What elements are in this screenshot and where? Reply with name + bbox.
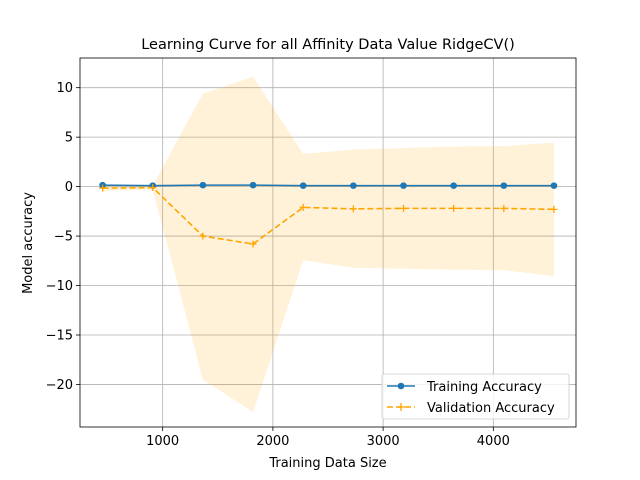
training-point	[249, 181, 257, 189]
training-point	[400, 182, 407, 189]
y-axis: 10 5 0 −5 −10 −15 −20	[46, 81, 80, 393]
validation-accuracy-line	[102, 186, 554, 245]
validation-point	[550, 205, 558, 213]
legend-training-marker	[397, 382, 405, 390]
validation-point	[500, 204, 508, 212]
chart-title: Learning Curve for all Affinity Data Val…	[141, 37, 515, 53]
training-point	[350, 182, 357, 189]
plot-area-frame	[79, 57, 577, 428]
grid	[80, 58, 576, 427]
legend-validation-label: Validation Accuracy	[427, 401, 555, 416]
x-tick-label: 3000	[367, 434, 400, 449]
training-point	[450, 182, 457, 189]
y-axis-label: Model accuracy	[21, 192, 36, 294]
x-tick-label: 1000	[146, 434, 179, 449]
y-tick-label: −5	[54, 230, 73, 245]
x-tick-label: 4000	[477, 434, 510, 449]
x-axis: 1000 2000 3000 4000	[146, 427, 510, 449]
training-point	[299, 182, 307, 189]
validation-point	[450, 204, 458, 212]
legend-box	[381, 373, 570, 420]
y-tick-label: −20	[46, 378, 73, 393]
x-tick-label: 2000	[256, 434, 289, 449]
validation-point	[199, 232, 207, 240]
legend-training-label: Training Accuracy	[426, 380, 542, 395]
validation-point	[400, 204, 408, 212]
y-tick-label: 0	[65, 180, 73, 195]
training-point	[199, 181, 207, 189]
series-layer	[99, 181, 558, 248]
training-point	[500, 182, 508, 189]
validation-point	[99, 184, 107, 192]
legend-validation-marker	[397, 403, 405, 411]
training-point	[550, 182, 558, 189]
validation-point	[249, 240, 257, 248]
y-tick-label: −10	[46, 279, 73, 294]
y-tick-label: 5	[65, 131, 73, 146]
confidence-band-layer	[102, 76, 554, 413]
y-tick-label: −15	[46, 328, 73, 343]
legend: Training Accuracy Validation Accuracy	[381, 373, 570, 420]
validation-point	[299, 203, 307, 211]
validation-point	[349, 205, 357, 213]
validation-confidence-band	[102, 76, 554, 413]
y-tick-label: 10	[56, 81, 73, 96]
validation-point	[149, 184, 157, 192]
x-axis-label: Training Data Size	[268, 456, 386, 471]
